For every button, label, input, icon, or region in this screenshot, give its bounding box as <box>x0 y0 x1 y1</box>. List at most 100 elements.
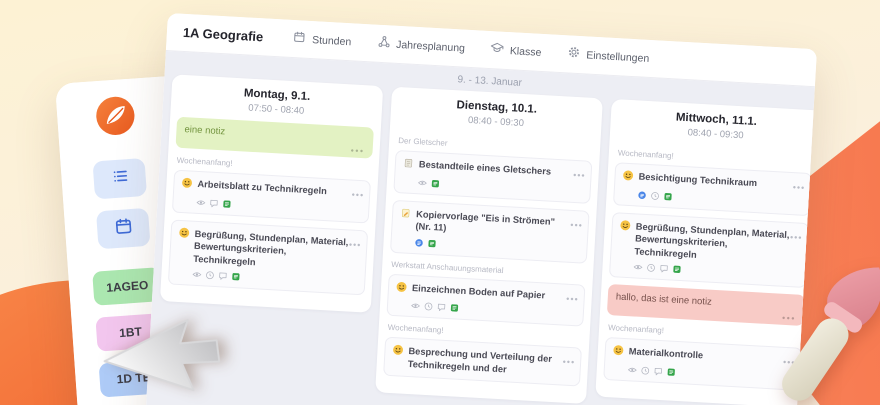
tab-label: Einstellungen <box>585 48 650 65</box>
lesson-title-text: Besichtigung Technikraum <box>638 171 758 189</box>
lesson-title: Kopiervorlage "Eis in Strömen" (Nr. 11) <box>399 207 572 242</box>
lesson-meta <box>414 238 570 256</box>
planner-header: 1A Geografie Stunden Jahresplanung Klasse E… <box>165 13 817 88</box>
day-card: Dienstag, 10.1. 08:40 - 09:30 Der Gletsche… <box>375 86 603 405</box>
lesson-more-button[interactable]: ••• <box>572 169 586 181</box>
lesson-title-text: Besprechung und Verteilung der Technikre… <box>407 346 553 375</box>
smiley-icon <box>181 177 193 192</box>
clock-icon <box>650 191 659 200</box>
attachment-green-icon <box>431 178 440 187</box>
graduation-cap-icon <box>490 41 504 60</box>
lesson-card[interactable]: Arbeitsblatt zu Technikregeln ••• <box>171 169 371 224</box>
lesson-more-button[interactable]: ••• <box>348 239 362 250</box>
lesson-title-text: Materialkontrolle <box>628 346 704 361</box>
lesson-card[interactable]: Materialkontrolle ••• <box>603 337 803 391</box>
calendar-icon <box>113 216 134 241</box>
smiley-icon <box>392 344 404 359</box>
attachment-green-icon <box>663 192 672 201</box>
eye-icon <box>196 197 206 206</box>
attachment-green-icon <box>231 272 240 281</box>
lesson-meta <box>196 197 352 215</box>
smiley-icon <box>612 345 624 360</box>
chat-icon <box>209 198 218 207</box>
lesson-meta <box>192 270 348 288</box>
day-row: Montag, 9.1. 07:50 - 08:40 eine notiz ••• Wo… <box>155 74 817 405</box>
attachment-green-icon <box>667 367 676 376</box>
tab-stunden[interactable]: Stunden <box>293 30 352 51</box>
calendar-icon <box>293 30 307 49</box>
lesson-title: Begrüßung, Stundenplan, Material, Bewert… <box>618 219 792 266</box>
smiley-icon <box>178 226 190 241</box>
week-section: 9. - 13. Januar Montag, 9.1. 07:50 - 08:40… <box>155 51 817 405</box>
lesson-meta <box>633 263 789 281</box>
chat-icon <box>437 303 446 312</box>
lesson-card[interactable]: Einzeichnen Boden auf Papier ••• <box>386 273 586 327</box>
lesson-meta <box>418 178 574 196</box>
lesson-title-text: Bestandteile eines Gletschers <box>418 159 552 177</box>
lesson-card[interactable]: Begrüßung, Stundenplan, Material, Bewert… <box>167 219 369 296</box>
lesson-card[interactable]: Besichtigung Technikraum ••• <box>612 162 813 216</box>
document-blue-icon <box>637 190 646 199</box>
lesson-meta <box>627 365 784 383</box>
attachment-green-icon <box>427 238 436 247</box>
sidebar-calendar-button[interactable] <box>95 206 183 250</box>
attachment-green-icon <box>672 265 681 274</box>
lesson-more-button[interactable]: ••• <box>565 293 579 305</box>
lesson-title-text: Begrüßung, Stundenplan, Material, Bewert… <box>634 221 790 260</box>
smiley-icon <box>622 170 634 185</box>
lesson-title: Bestandteile eines Gletschers <box>402 157 575 181</box>
tab-klasse[interactable]: Klasse <box>490 41 542 62</box>
eye-icon <box>627 365 637 374</box>
lesson-more-button[interactable]: ••• <box>789 231 803 243</box>
lesson-card[interactable]: Begrüßung, Stundenplan, Material, Bewert… <box>608 211 810 289</box>
chat-icon <box>659 264 668 273</box>
lesson-title: Materialkontrolle <box>612 345 785 369</box>
lesson-card[interactable]: Bestandteile eines Gletschers ••• <box>393 149 593 204</box>
paintbrush-3d-graphic <box>770 248 880 405</box>
notebook-icon <box>402 157 414 172</box>
lesson-title-text: Einzeichnen Boden auf Papier <box>411 282 546 301</box>
lesson-title-text: Kopiervorlage "Eis in Strömen" (Nr. 11) <box>415 208 556 233</box>
lesson-meta <box>411 301 567 319</box>
tab-jahresplanung[interactable]: Jahresplanung <box>377 34 466 57</box>
tab-label: Stunden <box>311 33 352 48</box>
chat-icon <box>654 366 663 375</box>
gear-icon <box>567 45 581 64</box>
eye-icon <box>418 178 427 187</box>
lesson-more-button[interactable]: ••• <box>792 182 806 193</box>
lesson-title-text: Arbeitsblatt zu Technikregeln <box>197 178 328 197</box>
planner-board: 9. - 13. Januar Montag, 9.1. 07:50 - 08:40… <box>133 50 817 405</box>
clock-icon <box>205 271 214 280</box>
lesson-more-button[interactable]: ••• <box>562 356 576 368</box>
tab-bar: Stunden Jahresplanung Klasse Einstellungen <box>293 30 650 68</box>
lesson-more-button[interactable]: ••• <box>570 219 584 231</box>
lesson-title: Arbeitsblatt zu Technikregeln <box>181 177 354 201</box>
page-title: 1A Geografie <box>182 24 264 45</box>
lesson-card[interactable]: Besprechung und Verteilung der Technikre… <box>383 336 582 387</box>
smiley-icon <box>396 281 408 296</box>
lesson-more-button[interactable]: ••• <box>351 189 365 201</box>
tab-label: Jahresplanung <box>395 38 466 55</box>
lesson-card[interactable]: Kopiervorlage "Eis in Strömen" (Nr. 11) •… <box>389 199 590 264</box>
eye-icon <box>411 301 420 310</box>
lesson-title: Einzeichnen Boden auf Papier <box>396 281 569 305</box>
sidebar-list-button[interactable] <box>92 157 148 200</box>
smiley-icon <box>619 219 631 234</box>
planner-window: 1A Geografie Stunden Jahresplanung Klasse E… <box>133 13 817 405</box>
lesson-title: Besprechung und Verteilung der Technikre… <box>391 344 564 379</box>
lesson-title: Besichtigung Technikraum <box>622 170 795 194</box>
tab-einstellungen[interactable]: Einstellungen <box>567 45 650 68</box>
day-card: Mittwoch, 11.1. 08:40 - 09:30 Wochenanfang… <box>595 98 817 405</box>
eye-icon <box>633 263 643 272</box>
attachment-green-icon <box>222 199 231 208</box>
clock-icon <box>646 263 655 272</box>
lesson-title: Begrüßung, Stundenplan, Material, Bewert… <box>177 226 351 273</box>
chat-icon <box>218 271 227 280</box>
app-logo-icon <box>94 95 137 138</box>
clock-icon <box>424 302 433 311</box>
hierarchy-icon <box>377 34 391 53</box>
attachment-green-icon <box>450 303 459 312</box>
